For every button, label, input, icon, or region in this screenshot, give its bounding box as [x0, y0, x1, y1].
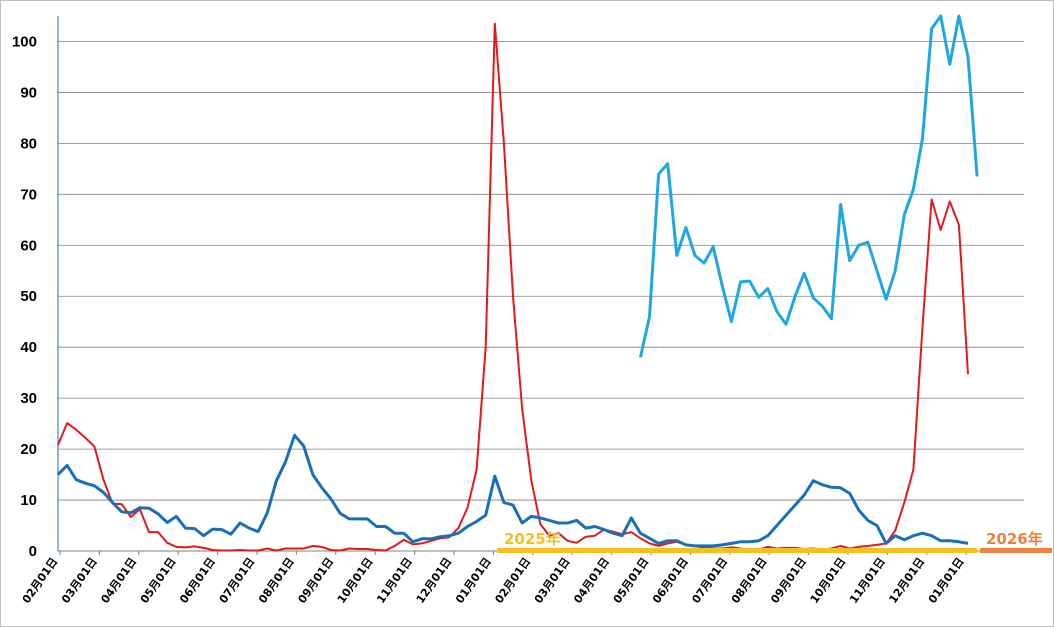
x-tick-label: 02月01日	[20, 555, 61, 606]
axes	[57, 16, 1030, 555]
series-line-1	[57, 22, 969, 552]
year-bar-2025	[497, 548, 977, 553]
x-tick-label: 05月01日	[138, 555, 179, 606]
y-tick-label: 0	[29, 543, 37, 560]
x-tick-label: 03月01日	[59, 555, 100, 606]
x-tick-label: 12月01日	[886, 555, 927, 606]
gridlines	[58, 41, 1024, 501]
y-tick-label: 90	[20, 84, 37, 101]
x-tick-label: 07月01日	[217, 555, 258, 606]
y-tick-label: 80	[20, 135, 37, 152]
x-tick-label: 01月01日	[453, 555, 494, 606]
x-tick-label: 05月01日	[611, 555, 652, 606]
x-tick-label: 06月01日	[650, 555, 691, 606]
x-tick-label: 07月01日	[689, 555, 730, 606]
x-tick-label: 01月01日	[926, 555, 967, 606]
x-tick-label: 03月01日	[532, 555, 573, 606]
y-tick-label: 50	[20, 288, 37, 305]
series-line-3	[638, 14, 979, 358]
y-tick-label: 40	[20, 339, 37, 356]
x-axis-tick-labels: 02月01日03月01日04月01日05月01日06月01日07月01日08月0…	[20, 555, 967, 606]
y-tick-label: 60	[20, 237, 37, 254]
y-axis-tick-labels: 0 10 20 30 40 50 60 70 80 90 100	[12, 33, 37, 560]
x-tick-label: 08月01日	[729, 555, 770, 606]
x-tick-label: 04月01日	[571, 555, 612, 606]
x-tick-label: 11月01日	[374, 555, 415, 606]
year-markers: 2025年 2026年	[497, 530, 1052, 553]
year-bar-2026	[980, 548, 1052, 553]
x-tick-label: 11月01日	[847, 555, 888, 606]
x-tick-label: 04月01日	[98, 555, 139, 606]
x-tick-label: 12月01日	[414, 555, 455, 606]
x-tick-label: 09月01日	[295, 555, 336, 606]
year-label-2025: 2025年	[504, 530, 561, 548]
y-tick-label: 30	[20, 390, 37, 407]
y-tick-label: 20	[20, 441, 37, 458]
year-label-2026: 2026年	[986, 530, 1043, 548]
x-tick-label: 10月01日	[335, 555, 376, 606]
x-tick-label: 09月01日	[768, 555, 809, 606]
series-line-2	[56, 433, 969, 548]
x-tick-label: 10月01日	[808, 555, 849, 606]
y-tick-label: 100	[12, 33, 37, 50]
x-tick-label: 08月01日	[256, 555, 297, 606]
series-lines	[56, 14, 979, 552]
y-tick-label: 70	[20, 186, 37, 203]
x-tick-label: 02月01日	[492, 555, 533, 606]
x-tick-label: 06月01日	[177, 555, 218, 606]
y-tick-label: 10	[20, 492, 37, 509]
